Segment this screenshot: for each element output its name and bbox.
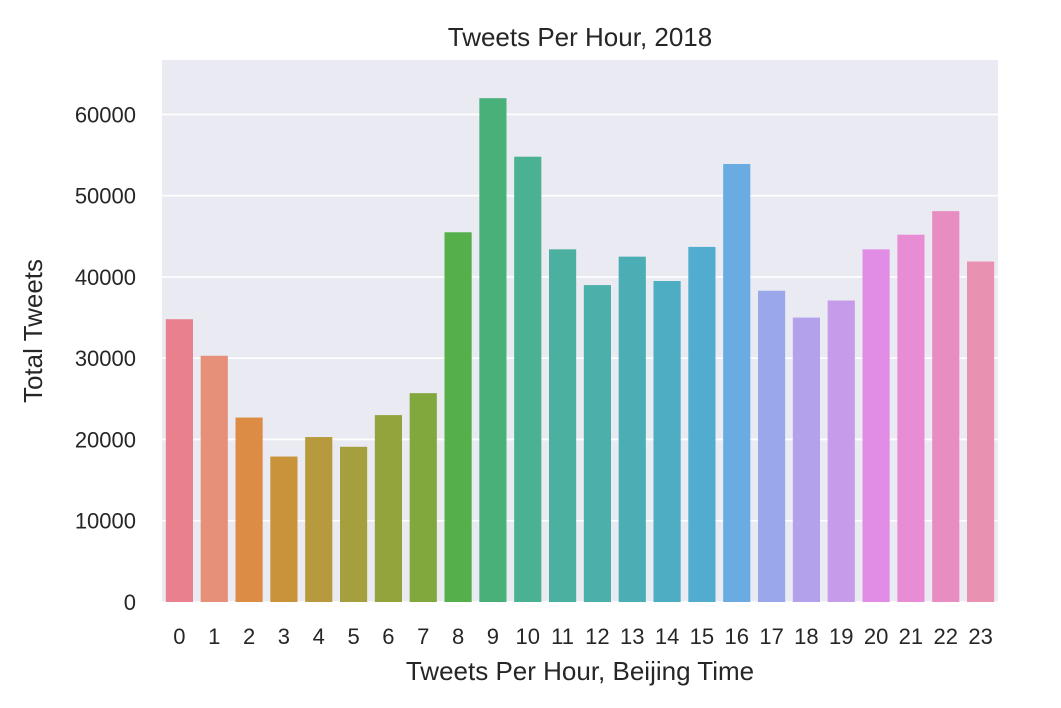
y-tick-label: 30000: [75, 346, 136, 371]
y-tick-label: 60000: [75, 102, 136, 127]
x-tick-label: 19: [829, 624, 853, 649]
x-tick-label: 12: [585, 624, 609, 649]
x-tick-label: 6: [382, 624, 394, 649]
bar-hour-17: [757, 290, 786, 602]
bar-hour-0: [165, 319, 194, 602]
x-axis-label: Tweets Per Hour, Beijing Time: [406, 656, 754, 686]
bar-hour-11: [548, 249, 577, 602]
x-tick-label: 3: [278, 624, 290, 649]
y-tick-label: 20000: [75, 427, 136, 452]
x-tick-label: 2: [243, 624, 255, 649]
bar-hour-9: [479, 98, 507, 603]
x-tick-label: 4: [313, 624, 325, 649]
y-tick-label: 10000: [75, 509, 136, 534]
x-tick-labels: 0 1 2 3 4 5 6 7 8 9 10 11 12 13 14 15 16 17 18 19 20 21 22 23: [173, 624, 993, 649]
x-tick-label: 17: [759, 624, 783, 649]
bar-hour-4: [305, 437, 333, 602]
gridlines: [162, 113, 998, 603]
x-tick-label: 11: [551, 624, 574, 649]
bar-hour-10: [514, 156, 542, 602]
bar-hour-8: [444, 232, 472, 602]
bar-hour-22: [932, 211, 960, 602]
y-tick-label: 50000: [75, 184, 136, 209]
x-tick-label: 8: [452, 624, 464, 649]
y-tick-label: 40000: [75, 265, 136, 290]
bar-hour-20: [862, 249, 890, 602]
x-tick-label: 18: [794, 624, 818, 649]
bar-hour-6: [374, 415, 403, 602]
x-tick-label: 16: [725, 624, 749, 649]
bar-hour-18: [792, 317, 821, 602]
bar-hour-23: [966, 261, 995, 602]
x-tick-label: 7: [417, 624, 429, 649]
bar-hour-3: [270, 456, 298, 602]
y-tick-label: 0: [124, 590, 136, 615]
chart-title: Tweets Per Hour, 2018: [448, 22, 712, 52]
x-tick-label: 20: [864, 624, 888, 649]
x-tick-label: 13: [620, 624, 644, 649]
x-tick-label: 14: [655, 624, 679, 649]
bar-hour-16: [723, 164, 751, 602]
y-tick-labels: 0 10000 20000 30000 40000 50000 60000: [75, 102, 136, 615]
bar-hour-12: [583, 285, 612, 602]
bar-hour-13: [618, 256, 646, 602]
x-tick-label: 0: [173, 624, 185, 649]
x-tick-label: 9: [487, 624, 499, 649]
bar-hour-2: [235, 417, 263, 602]
bar-hour-1: [200, 355, 228, 602]
x-tick-label: 22: [934, 624, 958, 649]
x-tick-label: 21: [899, 624, 923, 649]
bar-hour-21: [897, 234, 925, 602]
x-tick-label: 5: [347, 624, 359, 649]
bar-hour-14: [653, 281, 681, 602]
bars: [165, 98, 995, 603]
x-tick-label: 15: [690, 624, 714, 649]
x-tick-label: 23: [968, 624, 992, 649]
bar-hour-19: [827, 300, 855, 602]
bar-hour-7: [409, 393, 437, 602]
bar-hour-5: [339, 446, 368, 602]
x-tick-label: 1: [208, 624, 220, 649]
x-tick-label: 10: [516, 624, 540, 649]
y-axis-label: Total Tweets: [18, 259, 48, 403]
bar-hour-15: [688, 246, 716, 602]
plot-background: [162, 60, 998, 602]
